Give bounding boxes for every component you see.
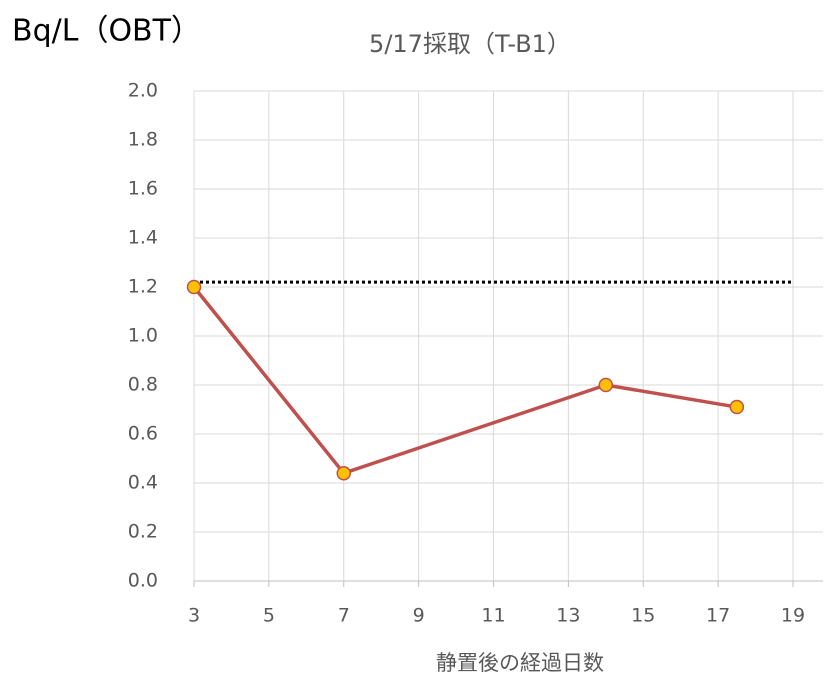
data-point — [729, 399, 745, 415]
x-tick-label: 7 — [338, 605, 350, 627]
x-tick-label: 17 — [706, 605, 730, 627]
data-point — [336, 465, 351, 481]
x-tick-label: 13 — [556, 605, 580, 627]
chart-title: 5/17採取（T-B1） — [369, 30, 571, 58]
data-point — [598, 377, 614, 393]
y-tick-label: 1.2 — [128, 276, 158, 298]
y-tick-label: 0.2 — [128, 521, 158, 543]
data-line — [192, 285, 738, 476]
x-tick-label: 11 — [481, 605, 505, 627]
x-tick-label: 5 — [263, 605, 275, 627]
x-tick-label: 9 — [413, 605, 425, 627]
y-tick-label: 2.0 — [128, 80, 158, 102]
y-tick-label: 0.0 — [128, 570, 158, 592]
data-point — [186, 279, 202, 295]
x-tick-label: 19 — [781, 605, 805, 627]
x-tick-label: 15 — [631, 605, 655, 627]
y-tick-label: 0.8 — [128, 374, 158, 396]
y-tick-label: 1.4 — [128, 227, 158, 249]
y-tick-label: 1.6 — [128, 178, 158, 200]
y-tick-label: 1.8 — [128, 129, 158, 151]
y-tick-label: 1.0 — [128, 325, 158, 347]
y-tick-label: 0.6 — [128, 423, 158, 445]
x-axis-label: 静置後の経過日数 — [436, 651, 604, 675]
y-axis-label: Bq/L（OBT） — [12, 14, 201, 49]
y-tick-label: 0.4 — [128, 472, 158, 494]
x-tick-label: 3 — [188, 605, 200, 627]
